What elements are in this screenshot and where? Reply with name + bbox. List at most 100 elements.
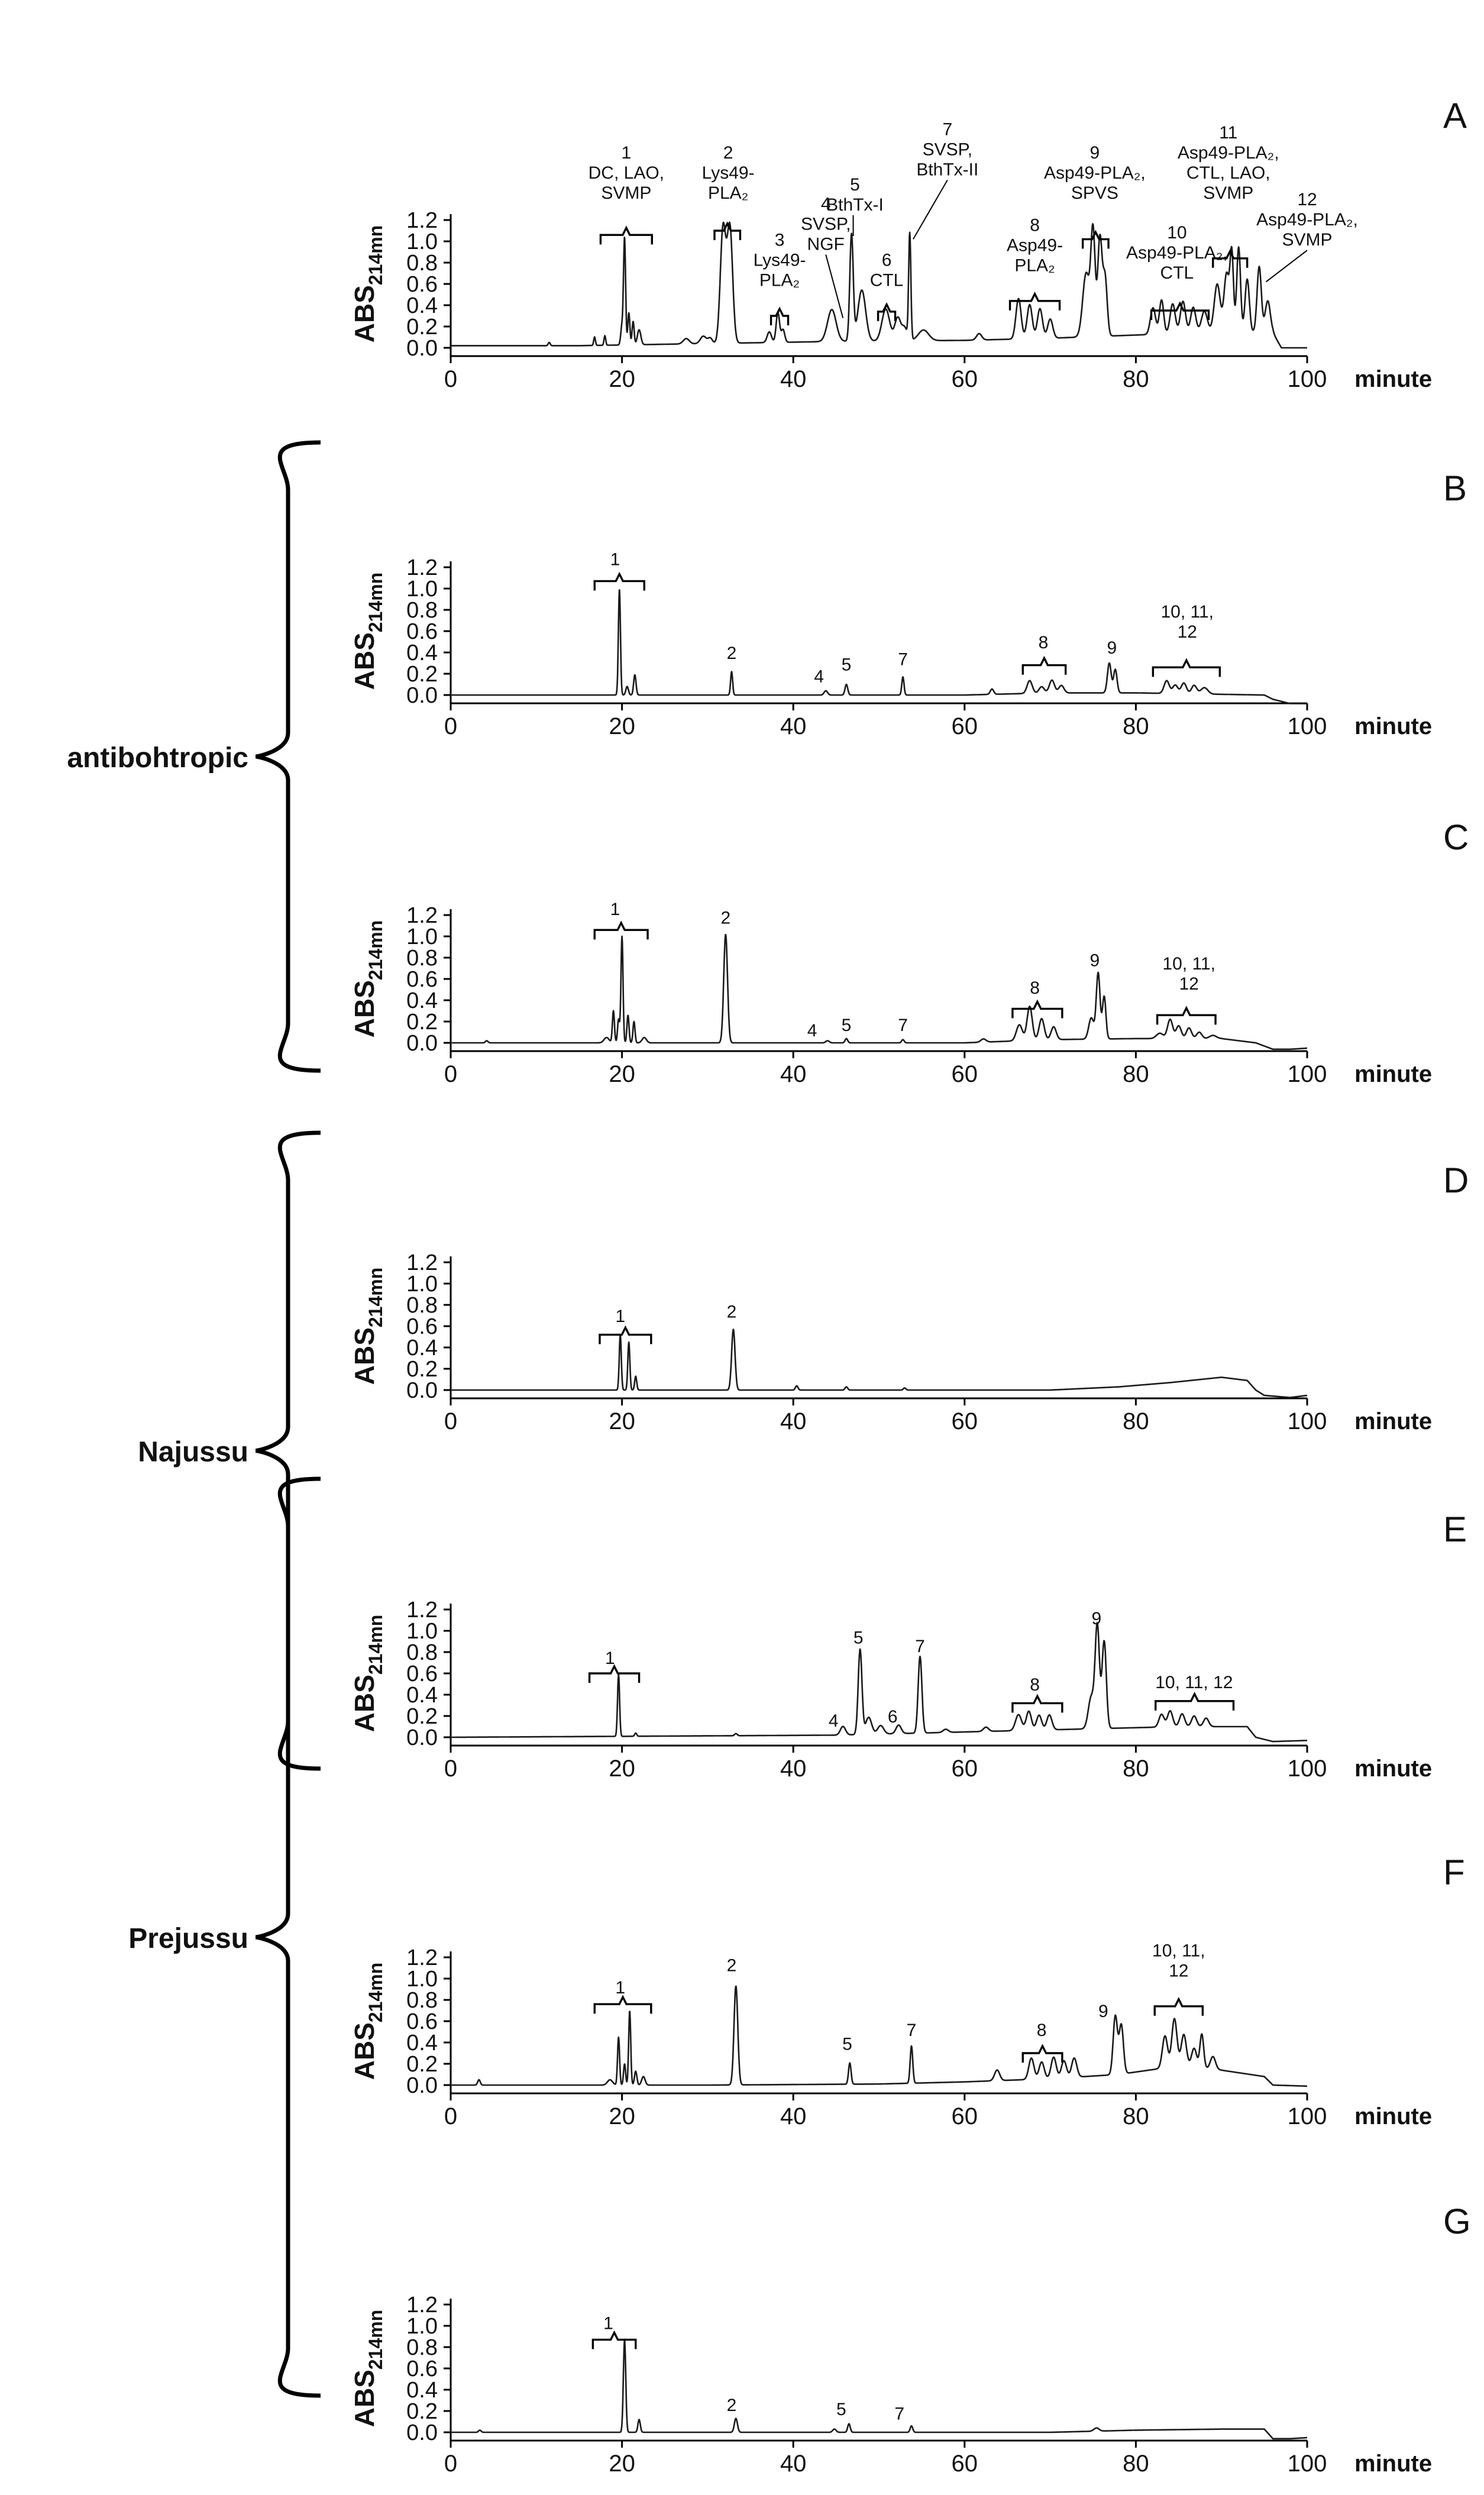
y-tick-label: 1.2: [406, 1945, 438, 1970]
y-tick-label: 0.6: [406, 1662, 438, 1686]
x-tick-label: 60: [952, 1061, 978, 1087]
x-axis-label: minute: [1354, 366, 1432, 392]
peak-annotation: 7: [907, 2021, 917, 2040]
x-tick-label: 60: [952, 2103, 978, 2129]
peak-annotation: 4: [829, 1711, 839, 1731]
x-tick-label: 40: [780, 2103, 807, 2129]
peak-label: 5: [842, 655, 852, 675]
peak-annotation: 1 DC, LAO, SVMP: [589, 143, 664, 245]
peak-annotation: 11 Asp49-PLA₂, CTL, LAO, SVMP: [1178, 123, 1279, 268]
y-tick-label: 0.0: [406, 1031, 438, 1056]
y-tick-label: 0.4: [406, 2378, 438, 2403]
x-axis-label: minute: [1354, 713, 1432, 739]
x-axis-label: minute: [1354, 1061, 1432, 1087]
peak-bracket: [591, 2330, 637, 2349]
x-tick-label: 0: [444, 366, 457, 392]
x-tick-label: 20: [609, 2451, 635, 2477]
peak-bracket: [1212, 248, 1249, 268]
peak-bracket: [1021, 2044, 1063, 2063]
y-axis-label: ABS214mn: [349, 573, 386, 690]
peak-label: 10 Asp49-PLA₂, CTL: [1126, 223, 1228, 283]
y-tick-label: 1.0: [406, 1272, 438, 1297]
y-tick-label: 0.2: [406, 315, 438, 340]
x-tick-label: 80: [1123, 2451, 1149, 2477]
y-tick-label: 0.6: [406, 272, 438, 297]
peak-label: 5: [853, 1628, 864, 1648]
x-tick-label: 20: [609, 2103, 635, 2129]
y-tick-label: 0.8: [406, 1988, 438, 2013]
peak-annotation: 9: [1098, 2002, 1108, 2021]
x-tick-label: 100: [1288, 1061, 1327, 1087]
peak-label: 7: [894, 2404, 904, 2423]
group-label: Najussu: [138, 1437, 248, 1468]
annotation-pointer: [1265, 250, 1308, 283]
peak-label: 3 Lys49-PLA₂: [754, 231, 806, 290]
panel-letter: C: [1443, 817, 1469, 857]
peak-annotation: 1: [593, 900, 649, 940]
x-tick-label: 80: [1123, 2103, 1149, 2129]
y-tick-label: 1.2: [406, 903, 438, 928]
y-tick-label: 1.0: [406, 2314, 438, 2339]
peak-label: 2: [727, 2396, 737, 2415]
peak-label: 8: [1037, 2021, 1047, 2040]
x-axis-label: minute: [1354, 1756, 1432, 1782]
peak-label: 9: [1090, 951, 1100, 970]
peak-annotation: 9: [1091, 1609, 1101, 1628]
panel-letter: B: [1443, 468, 1467, 508]
peak-annotation: 9 Asp49-PLA₂, SPVS: [1044, 143, 1146, 249]
peak-annotation: 8: [1011, 1675, 1063, 1713]
peak-annotation: 5: [842, 1016, 852, 1035]
peak-label: 1: [610, 900, 620, 919]
chart-panel-c: 0.00.20.40.60.81.01.2 0 20 40 60 80 100 minute A…: [349, 817, 1469, 1087]
y-tick-label: 0.6: [406, 619, 438, 644]
x-tick-label: 80: [1123, 1756, 1149, 1782]
y-tick-label: 0.2: [406, 1357, 438, 1382]
x-tick-label: 40: [780, 1408, 807, 1434]
y-tick-label: 1.2: [406, 1250, 438, 1275]
peak-annotation: 7: [898, 1016, 908, 1035]
y-tick-label: 0.0: [406, 683, 438, 708]
x-axis-label: minute: [1354, 2103, 1432, 2129]
y-tick-label: 0.8: [406, 1293, 438, 1318]
y-tick-label: 1.0: [406, 577, 438, 602]
peak-bracket: [593, 1995, 652, 2014]
x-tick-label: 40: [780, 2451, 807, 2477]
y-tick-label: 0.4: [406, 2031, 438, 2056]
group-brace: [255, 1476, 321, 2398]
peak-annotation: 10 Asp49-PLA₂, CTL: [1126, 223, 1228, 320]
y-tick-label: 0.4: [406, 1683, 438, 1708]
peak-annotation: 10, 11, 12: [1155, 1673, 1235, 1711]
peak-label: 6: [888, 1707, 898, 1727]
peak-label: 7: [898, 650, 908, 670]
y-tick-label: 0.0: [406, 2073, 438, 2098]
peak-bracket: [1011, 999, 1063, 1019]
panel-letter: E: [1443, 1510, 1467, 1549]
peak-label: 8 Asp49-PLA₂: [1007, 215, 1063, 275]
group-label: antibohtropic: [67, 742, 248, 774]
peak-bracket: [1081, 230, 1110, 249]
peak-label: 1: [605, 1649, 615, 1668]
x-tick-label: 20: [609, 1756, 635, 1782]
peak-annotation: 9: [1107, 638, 1117, 658]
peak-annotation: 8: [1021, 2021, 1063, 2063]
peak-annotation: 8: [1011, 978, 1063, 1019]
peak-annotation: 1: [591, 2313, 637, 2349]
peak-bracket: [588, 1664, 641, 1683]
y-tick-label: 1.0: [406, 1967, 438, 1992]
y-axis-label: ABS214mn: [349, 1615, 386, 1733]
peak-annotation: 6: [888, 1707, 898, 1727]
peak-annotation: 12 Asp49-PLA₂, SVMP: [1256, 190, 1358, 283]
peak-label: 8: [1039, 633, 1049, 652]
peak-label: 5: [836, 2400, 846, 2419]
peak-label: 12 Asp49-PLA₂, SVMP: [1256, 190, 1358, 250]
peak-annotation: 10, 11, 12: [1152, 1941, 1205, 2016]
x-tick-label: 0: [444, 2103, 457, 2129]
x-tick-label: 80: [1123, 713, 1149, 739]
y-tick-label: 0.4: [406, 641, 438, 665]
y-tick-label: 0.0: [406, 336, 438, 361]
peak-annotation: 7: [898, 650, 908, 670]
peak-label: 8: [1030, 1675, 1040, 1695]
peak-annotation: 1: [593, 1978, 652, 2014]
